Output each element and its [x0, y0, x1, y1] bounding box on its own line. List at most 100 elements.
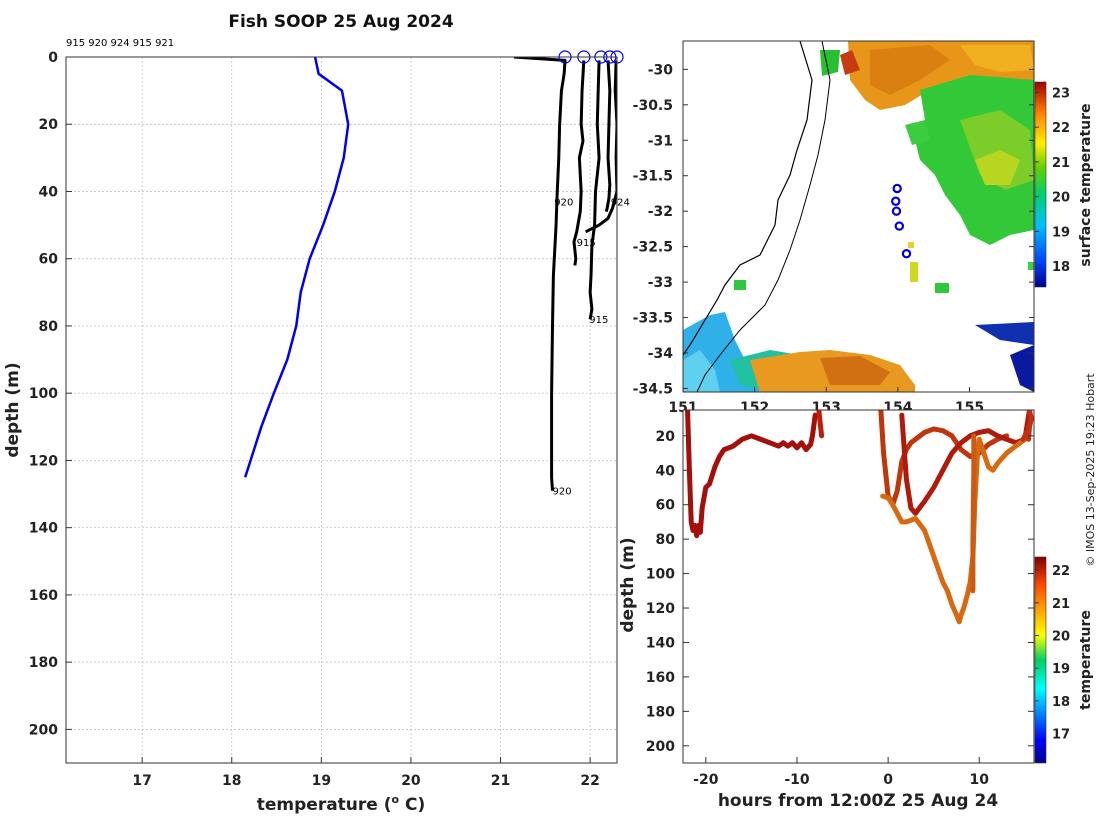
sst-cool-core: [683, 350, 720, 392]
x-tick-label: 17: [132, 773, 151, 789]
profile-label: 915: [577, 238, 596, 249]
map-y-tick-label: -30: [648, 62, 674, 78]
section-line-tow-1: [685, 410, 818, 539]
profile-panel: 920 924 915 915 920 17 18 19 20 21 22 0 20 40 60 80 10…: [3, 12, 630, 815]
x-tick-label: 22: [580, 773, 599, 789]
map-colorbar-tick-label: 21: [1052, 156, 1070, 171]
map-stations: [891, 183, 912, 259]
profile-id-list: 915 920 924 915 921: [66, 38, 174, 49]
credit-text: © IMOS 13-Sep-2025 19:23 Hobart: [1084, 373, 1097, 567]
sst-fleck-b: [935, 283, 949, 293]
x-tick-label: 20: [401, 773, 421, 789]
section-y-tick-label: 200: [646, 739, 675, 755]
sst-east-blue: [975, 322, 1034, 345]
depth-time-panel: -20 -10 0 10 20 40 60 80 100 120 140 160 180 200 hou…: [618, 409, 1094, 811]
y-tick-label: 80: [39, 319, 59, 335]
profile-label: 920: [554, 198, 573, 209]
sst-south-core: [820, 356, 890, 385]
section-y-tick-label: 180: [646, 704, 675, 720]
y-tick-label: 200: [29, 722, 58, 738]
coastline: [683, 41, 813, 356]
profile-lines: [243, 57, 617, 491]
shelf-contour: [696, 41, 831, 392]
section-y-axis-label: depth (m): [618, 537, 638, 632]
section-axes-box: [682, 409, 1035, 764]
map-y-tick-label: -34.5: [633, 381, 673, 397]
map-station-marker: [901, 249, 912, 259]
profile-label: 924: [611, 198, 630, 209]
section-colorbar-tick-label: 18: [1052, 695, 1070, 710]
section-x-ticks: -20 -10 0 10: [693, 757, 989, 788]
section-y-tick-label: 140: [646, 635, 675, 651]
profile-x-ticks: 17 18 19 20 21 22: [132, 757, 600, 789]
y-tick-label: 40: [39, 184, 59, 200]
sst-fleck-e: [1028, 262, 1034, 270]
map-colorbar-label: surface temperature: [1078, 103, 1094, 266]
section-colorbar-tick-label: 19: [1052, 662, 1070, 677]
section-background: [683, 410, 1034, 763]
profile-y-ticks: 0 20 40 60 80 100 120 140 160 180 200: [29, 50, 72, 738]
map-y-tick-label: -30.5: [633, 98, 673, 114]
section-y-tick-label: 100: [646, 567, 675, 583]
map-colorbar-ticks: 18 19 20 21 22 23: [1035, 86, 1070, 275]
section-x-tick-label: -10: [784, 772, 810, 788]
series-line-profile-921: [584, 60, 617, 234]
section-line-tow-5-deep: [880, 436, 1028, 625]
section-y-tick-label: 40: [656, 463, 676, 479]
surface-temperature-map: -30 -30.5 -31 -31.5 -32 -32.5 -33 -33.5 -34 -34.5…: [633, 40, 1094, 416]
section-colorbar-ticks: 17 18 19 20 21 22: [1035, 564, 1070, 743]
section-y-tick-label: 160: [646, 670, 675, 686]
section-line-tow-5-ascent: [970, 433, 977, 594]
section-line-tow-2-start: [816, 410, 825, 439]
profile-grid: [66, 56, 617, 763]
sst-warm-edge: [960, 45, 1034, 72]
profile-label: 920: [552, 487, 571, 498]
section-line-tow-6-end: [1020, 410, 1034, 442]
y-tick-label: 160: [29, 588, 58, 604]
section-y-tick-label: 80: [656, 532, 676, 548]
section-y-ticks: 20 40 60 80 100 120 140 160 180 200: [646, 429, 1034, 755]
map-colorbar: [1034, 81, 1047, 288]
sst-north-fleck: [820, 50, 840, 76]
map-y-ticks: -30 -30.5 -31 -31.5 -32 -32.5 -33 -33.5 -34 -34.5: [633, 62, 1034, 397]
map-y-tick-label: -33: [648, 275, 673, 291]
chart-title: Fish SOOP 25 Aug 2024: [228, 12, 454, 32]
section-line-tow-4-shallow: [899, 410, 1032, 516]
y-tick-label: 60: [39, 252, 59, 268]
x-axis-label: temperature (o C): [257, 793, 426, 815]
section-x-tick-label: -20: [693, 772, 719, 788]
series-line-profile-915a: [572, 60, 586, 266]
sst-yellow-patch: [975, 150, 1020, 185]
y-tick-label: 180: [29, 655, 58, 671]
profile-label: 915: [589, 315, 608, 326]
sst-green-fleck: [905, 120, 930, 145]
y-tick-label: 140: [29, 521, 58, 537]
sst-field: [683, 41, 1034, 392]
sst-east-deep-blue: [1010, 345, 1034, 392]
series-line-climatology: [243, 57, 350, 478]
y-tick-label: 100: [29, 386, 58, 402]
x-tick-label: 19: [312, 773, 331, 789]
section-colorbar-tick-label: 20: [1052, 629, 1070, 644]
map-colorbar-tick-label: 18: [1052, 260, 1070, 275]
map-y-tick-label: -34: [648, 346, 674, 362]
section-y-tick-label: 120: [646, 601, 675, 617]
series-line-profile-915b: [588, 60, 601, 320]
map-colorbar-tick-label: 20: [1052, 191, 1070, 206]
x-tick-label: 18: [222, 773, 241, 789]
sst-fleck-a: [734, 280, 746, 290]
section-colorbar-tick-label: 17: [1052, 728, 1070, 743]
profile-axes-box: [65, 56, 618, 764]
map-colorbar-tick-label: 19: [1052, 225, 1070, 240]
map-colorbar-tick-label: 23: [1052, 86, 1070, 101]
sst-fleck-d: [908, 242, 914, 248]
section-y-tick-label: 60: [656, 498, 676, 514]
map-station-marker: [891, 206, 902, 216]
section-x-tick-label: 10: [970, 772, 990, 788]
section-colorbar-label: temperature: [1078, 610, 1094, 710]
section-x-axis-label: hours from 12:00Z 25 Aug 24: [718, 791, 999, 811]
map-y-tick-label: -32: [648, 204, 673, 220]
y-axis-label: depth (m): [3, 362, 23, 457]
